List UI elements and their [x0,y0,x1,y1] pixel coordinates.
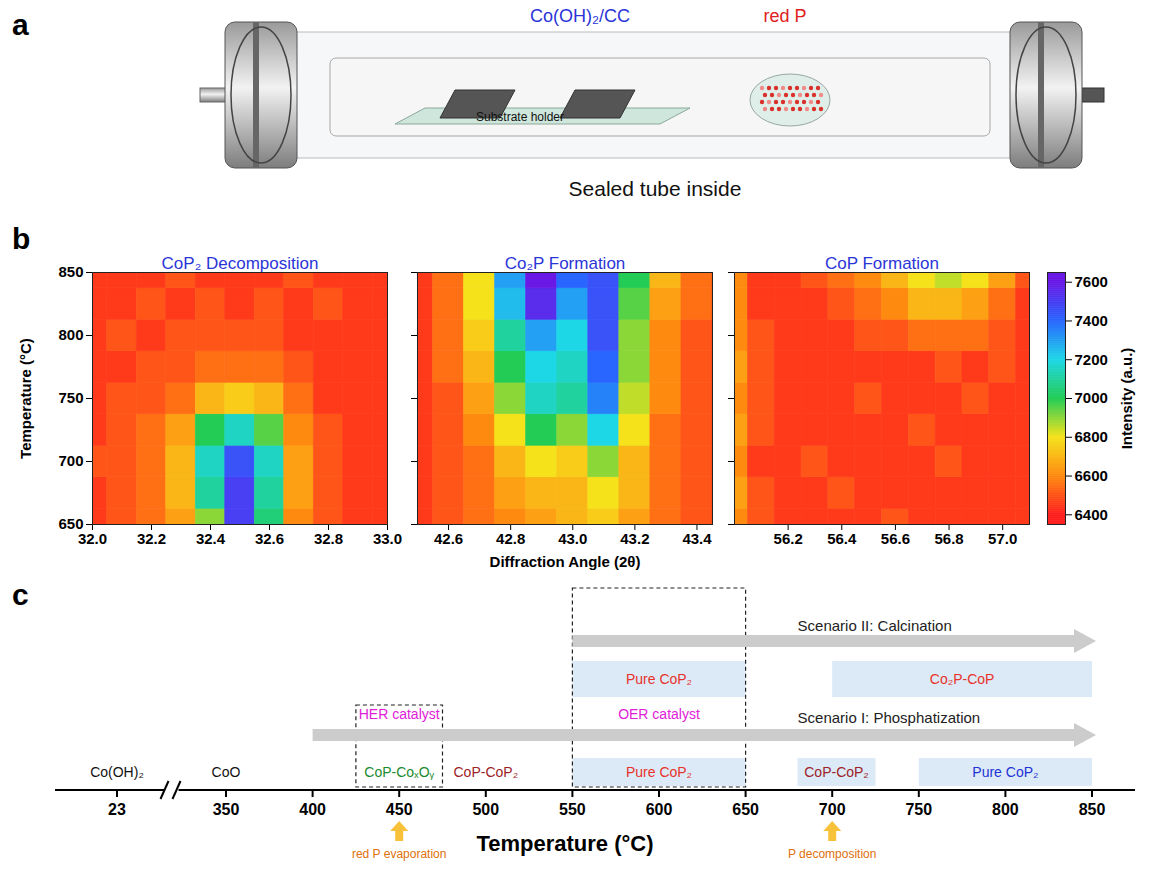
svg-text:6600: 6600 [1075,467,1108,484]
svg-text:800: 800 [992,801,1019,818]
svg-text:CoP-CoP₂: CoP-CoP₂ [804,764,869,780]
svg-text:7200: 7200 [1075,351,1108,368]
svg-text:Sealed tube inside: Sealed tube inside [569,177,742,200]
svg-text:Co(OH)₂: Co(OH)₂ [90,764,144,780]
svg-text:Scenario I: Phosphatization: Scenario I: Phosphatization [798,709,981,726]
svg-text:Diffraction Angle (2θ): Diffraction Angle (2θ) [490,553,641,570]
svg-text:32.6: 32.6 [255,530,284,547]
svg-text:Pure CoP₂: Pure CoP₂ [626,764,692,780]
svg-text:650: 650 [732,801,759,818]
svg-text:Co₂P Formation: Co₂P Formation [505,254,626,273]
svg-text:red P evaporation: red P evaporation [352,847,447,861]
svg-text:43.4: 43.4 [682,530,712,547]
svg-text:500: 500 [472,801,499,818]
svg-text:Temperature (°C): Temperature (°C) [476,831,653,856]
svg-text:57.0: 57.0 [988,530,1017,547]
svg-text:450: 450 [386,801,413,818]
svg-text:750: 750 [905,801,932,818]
svg-text:56.8: 56.8 [934,530,963,547]
svg-text:850: 850 [58,263,83,280]
svg-text:42.6: 42.6 [434,530,463,547]
svg-text:7600: 7600 [1075,273,1108,290]
svg-text:HER catalyst: HER catalyst [359,706,440,722]
svg-text:56.6: 56.6 [881,530,910,547]
svg-text:7400: 7400 [1075,312,1108,329]
html-text:a: a [12,8,29,41]
svg-text:800: 800 [58,326,83,343]
svg-text:32.0: 32.0 [78,530,107,547]
svg-text:32.4: 32.4 [196,530,226,547]
svg-text:red P: red P [763,6,806,26]
svg-text:32.2: 32.2 [137,530,166,547]
svg-text:P decomposition: P decomposition [788,847,877,861]
svg-text:Co(OH)₂/CC: Co(OH)₂/CC [530,6,630,26]
svg-text:600: 600 [646,801,673,818]
svg-text:Intensity (a.u.): Intensity (a.u.) [1118,348,1135,450]
svg-text:43.2: 43.2 [620,530,649,547]
svg-text:6800: 6800 [1075,428,1108,445]
svg-text:Substrate holder: Substrate holder [476,110,564,124]
svg-text:6400: 6400 [1075,506,1108,523]
html-text:c: c [12,578,29,611]
svg-text:43.0: 43.0 [558,530,587,547]
svg-text:33.0: 33.0 [373,530,402,547]
svg-text:700: 700 [58,452,83,469]
svg-text:650: 650 [58,515,84,533]
svg-text:550: 550 [559,801,586,818]
svg-text:CoP₂ Decomposition: CoP₂ Decomposition [162,254,319,273]
svg-text:400: 400 [299,801,326,818]
svg-text:Pure CoP₂: Pure CoP₂ [972,764,1038,780]
svg-text:850: 850 [1079,801,1106,818]
svg-text:Pure CoP₂: Pure CoP₂ [626,671,692,687]
svg-text:Scenario II: Calcination: Scenario II: Calcination [798,617,952,634]
svg-text:32.8: 32.8 [314,530,343,547]
html-text:b: b [12,222,31,255]
svg-text:Temperature (°C): Temperature (°C) [17,338,34,459]
svg-text:CoP-CoₓOᵧ: CoP-CoₓOᵧ [364,764,434,780]
svg-text:56.4: 56.4 [827,530,857,547]
svg-text:700: 700 [819,801,846,818]
svg-text:42.8: 42.8 [496,530,525,547]
svg-text:CoP-CoP₂: CoP-CoP₂ [454,764,519,780]
svg-text:7000: 7000 [1075,389,1108,406]
svg-text:750: 750 [58,389,83,406]
svg-text:CoO: CoO [212,764,241,780]
svg-text:CoP Formation: CoP Formation [825,254,939,273]
svg-text:Co₂P-CoP: Co₂P-CoP [930,671,995,687]
svg-text:OER catalyst: OER catalyst [618,706,700,722]
svg-text:350: 350 [213,801,240,818]
svg-text:56.2: 56.2 [774,530,803,547]
svg-text:23: 23 [108,801,126,818]
